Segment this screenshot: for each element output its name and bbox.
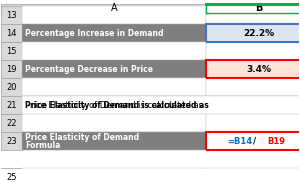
- Bar: [2, 114, 22, 132]
- Bar: [2, 60, 22, 78]
- Bar: [22, 78, 206, 96]
- Bar: [206, 6, 300, 24]
- Bar: [206, 60, 300, 78]
- Bar: [2, 4, 22, 13]
- Text: 21: 21: [7, 101, 17, 110]
- Text: Price Elasticity of Demand is calculated as: Price Elasticity of Demand is calculated…: [25, 101, 209, 110]
- Text: A: A: [111, 3, 118, 13]
- Text: /: /: [253, 137, 256, 146]
- Text: 22: 22: [7, 119, 17, 128]
- Bar: [206, 96, 300, 114]
- Bar: [22, 114, 206, 132]
- Bar: [2, 169, 22, 182]
- Bar: [22, 132, 206, 150]
- Text: B19: B19: [267, 137, 285, 146]
- Text: Price Elasticity of Demand: Price Elasticity of Demand: [25, 133, 139, 142]
- Text: 15: 15: [7, 47, 17, 56]
- Bar: [2, 78, 22, 96]
- Bar: [206, 24, 300, 42]
- Bar: [22, 96, 300, 114]
- Bar: [206, 42, 300, 60]
- Text: 13: 13: [7, 11, 17, 20]
- Text: =B14: =B14: [227, 137, 253, 146]
- Text: 25: 25: [7, 173, 17, 182]
- Text: 20: 20: [7, 83, 17, 92]
- Text: 19: 19: [7, 65, 17, 74]
- Bar: [206, 114, 300, 132]
- Bar: [206, 24, 300, 42]
- Text: 22.2%: 22.2%: [243, 29, 274, 38]
- Text: Percentage Decrease in Price: Percentage Decrease in Price: [25, 65, 153, 74]
- Text: Price Elasticity of Demand
Formula: Price Elasticity of Demand Formula: [25, 132, 139, 151]
- Text: B: B: [255, 3, 262, 13]
- Text: 14: 14: [7, 29, 17, 38]
- Bar: [22, 132, 206, 150]
- Bar: [2, 132, 22, 150]
- Text: 3.4%: 3.4%: [246, 65, 271, 74]
- Bar: [2, 96, 22, 114]
- Bar: [22, 60, 206, 78]
- Text: Formula: Formula: [25, 141, 61, 150]
- Bar: [206, 169, 300, 182]
- Bar: [2, 42, 22, 60]
- Bar: [206, 132, 300, 150]
- Bar: [22, 24, 206, 42]
- Bar: [22, 96, 206, 114]
- Text: Percentage Increase in Demand: Percentage Increase in Demand: [25, 29, 164, 38]
- Bar: [22, 42, 206, 60]
- Bar: [2, 6, 22, 24]
- Bar: [206, 4, 300, 13]
- Bar: [2, 24, 22, 42]
- Bar: [22, 169, 206, 182]
- Bar: [206, 78, 300, 96]
- Bar: [22, 4, 206, 13]
- Text: Price Elasticity of Demand is calculated as: Price Elasticity of Demand is calculated…: [25, 101, 203, 110]
- Text: 23: 23: [7, 137, 17, 146]
- Bar: [22, 6, 206, 24]
- Bar: [206, 60, 300, 78]
- Bar: [206, 132, 300, 150]
